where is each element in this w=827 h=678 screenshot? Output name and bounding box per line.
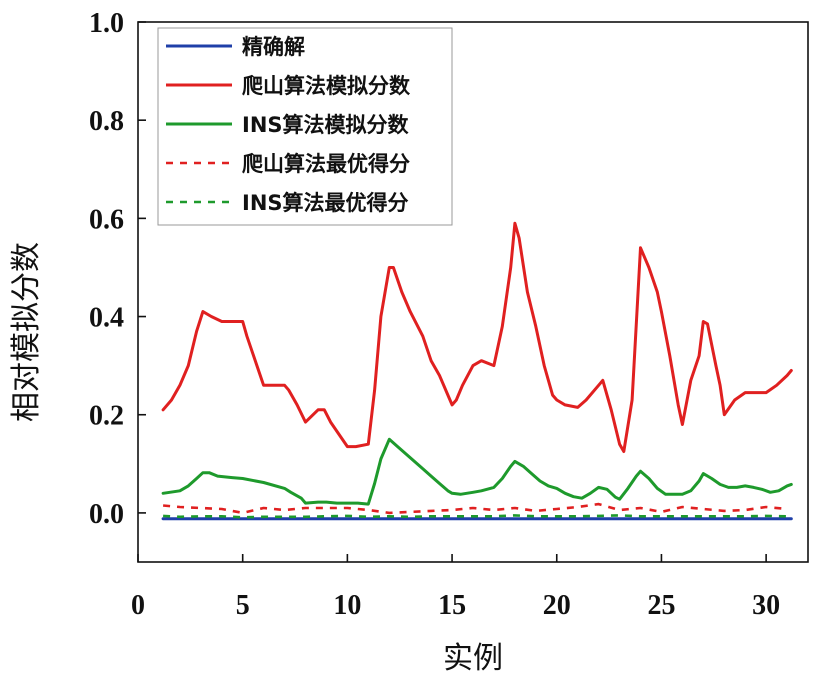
- x-tick-label: 0: [131, 590, 145, 621]
- x-tick-label: 30: [752, 590, 780, 621]
- legend-label-2: INS算法模拟分数: [242, 113, 410, 137]
- x-tick-label: 10: [333, 590, 361, 621]
- y-axis-title: 相对模拟分数: [9, 242, 44, 422]
- x-axis-title: 实例: [443, 641, 503, 676]
- legend-label-1: 爬山算法模拟分数: [242, 74, 411, 98]
- y-axis-ticks: 0.0 0.2 0.4 0.6 0.8 1.0: [89, 8, 146, 530]
- series-line-3: [162, 502, 788, 515]
- y-tick-label: 0.2: [89, 401, 124, 432]
- x-axis-ticks: 0 5 10 15 20 25 30: [131, 554, 780, 621]
- legend-label-0: 精确解: [242, 35, 305, 59]
- legend-box: [157, 27, 453, 226]
- y-tick-label: 0.6: [89, 204, 124, 235]
- legend-label-3: 爬山算法最优得分: [242, 152, 410, 176]
- series-line-4: [163, 514, 788, 519]
- x-tick-label: 20: [543, 590, 571, 621]
- legend-label-4: INS算法最优得分: [242, 191, 409, 215]
- y-tick-label: 1.0: [89, 8, 124, 39]
- series-layer: [161, 221, 793, 521]
- series-line-2: [161, 437, 793, 506]
- x-tick-label: 25: [647, 590, 675, 621]
- y-tick-label: 0.8: [89, 106, 124, 137]
- y-tick-label: 0.4: [89, 303, 124, 334]
- y-tick-label: 0.0: [89, 499, 124, 530]
- plot-border: [137, 21, 809, 563]
- plot-area: [137, 21, 809, 563]
- x-tick-label: 5: [236, 590, 250, 621]
- x-tick-label: 15: [438, 590, 466, 621]
- series-line-1: [161, 221, 793, 453]
